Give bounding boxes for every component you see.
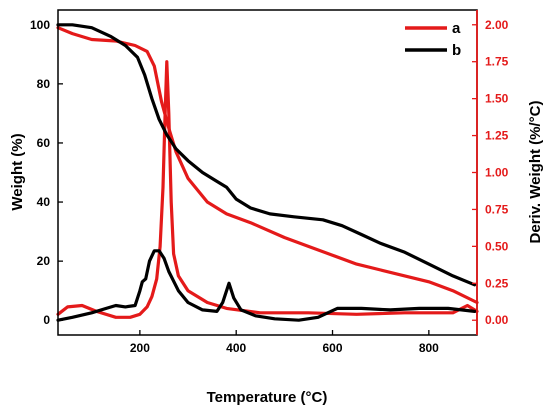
x-axis-title: Temperature (°C): [207, 389, 328, 406]
y-left-tick-label: 0: [43, 313, 50, 327]
plot-frame: [57, 9, 478, 336]
y-axis-right-title: Deriv. Weight (%/°C): [527, 101, 544, 244]
legend: a b: [405, 20, 461, 59]
series-b-weight-line: [56, 23, 477, 287]
y-right-tick-label: 0.50: [485, 239, 509, 253]
series-b-derivative-line: [56, 249, 477, 322]
y-right-tick-label: 2.00: [485, 18, 509, 32]
y-right-tick-label: 1.50: [485, 92, 509, 106]
y-left-tick-label: 80: [37, 77, 51, 91]
y-right-tick-label: 0.25: [485, 276, 509, 290]
legend-label-a: a: [452, 20, 461, 37]
x-tick-label: 200: [130, 341, 150, 355]
x-tick-label: 800: [419, 341, 439, 355]
plot-curves: [56, 23, 479, 322]
series-a-weight-line: [56, 26, 479, 305]
y-right-tick-label: 1.75: [485, 55, 509, 69]
y-right-tick-label: 0.00: [485, 313, 509, 327]
axes: 200 400 600 800 0 20 40 60 80 100 0.00 0.25 0.50 0.75…: [30, 10, 509, 355]
y-right-tick-label: 0.75: [485, 202, 509, 216]
y-axis-left-title: Weight (%): [9, 133, 26, 210]
y-right-tick-label: 1.00: [485, 166, 509, 180]
x-tick-label: 400: [226, 341, 246, 355]
legend-label-b: b: [452, 42, 461, 59]
y-left-tick-label: 20: [37, 254, 51, 268]
y-left-tick-label: 60: [37, 136, 51, 150]
y-left-tick-label: 100: [30, 18, 50, 32]
y-left-tick-label: 40: [37, 195, 51, 209]
x-tick-label: 600: [323, 341, 343, 355]
series-a-derivative-line: [56, 60, 479, 319]
y-right-tick-label: 1.25: [485, 129, 509, 143]
